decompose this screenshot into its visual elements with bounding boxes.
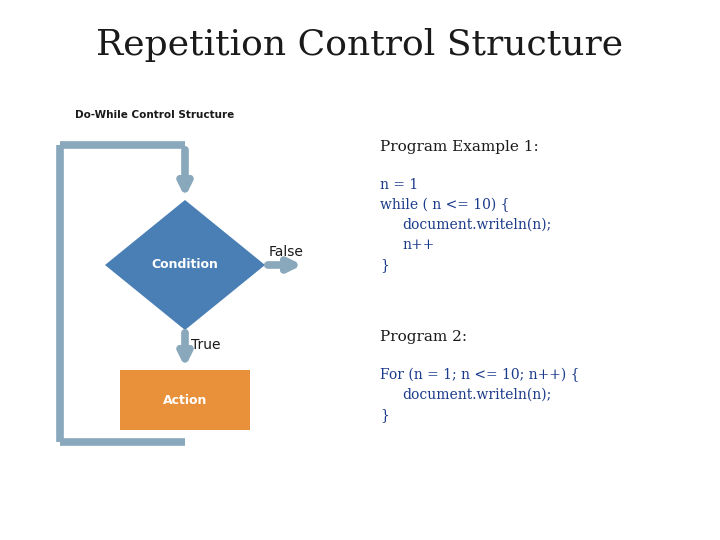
Text: while ( n <= 10) {: while ( n <= 10) { — [380, 198, 510, 212]
Text: n++: n++ — [402, 238, 434, 252]
Text: Condition: Condition — [152, 259, 218, 272]
FancyBboxPatch shape — [120, 370, 250, 430]
Text: n = 1: n = 1 — [380, 178, 418, 192]
Text: Do-While Control Structure: Do-While Control Structure — [76, 110, 235, 120]
Text: }: } — [380, 258, 389, 272]
Polygon shape — [105, 200, 265, 330]
Text: document.writeln(n);: document.writeln(n); — [402, 218, 552, 232]
Text: False: False — [269, 245, 304, 259]
Text: Program 2:: Program 2: — [380, 330, 467, 344]
Text: Repetition Control Structure: Repetition Control Structure — [96, 28, 624, 62]
Text: Action: Action — [163, 394, 207, 407]
Text: For (n = 1; n <= 10; n++) {: For (n = 1; n <= 10; n++) { — [380, 368, 580, 382]
Text: document.writeln(n);: document.writeln(n); — [402, 388, 552, 402]
Text: }: } — [380, 408, 389, 422]
Text: Program Example 1:: Program Example 1: — [380, 140, 539, 154]
Text: True: True — [191, 338, 220, 352]
